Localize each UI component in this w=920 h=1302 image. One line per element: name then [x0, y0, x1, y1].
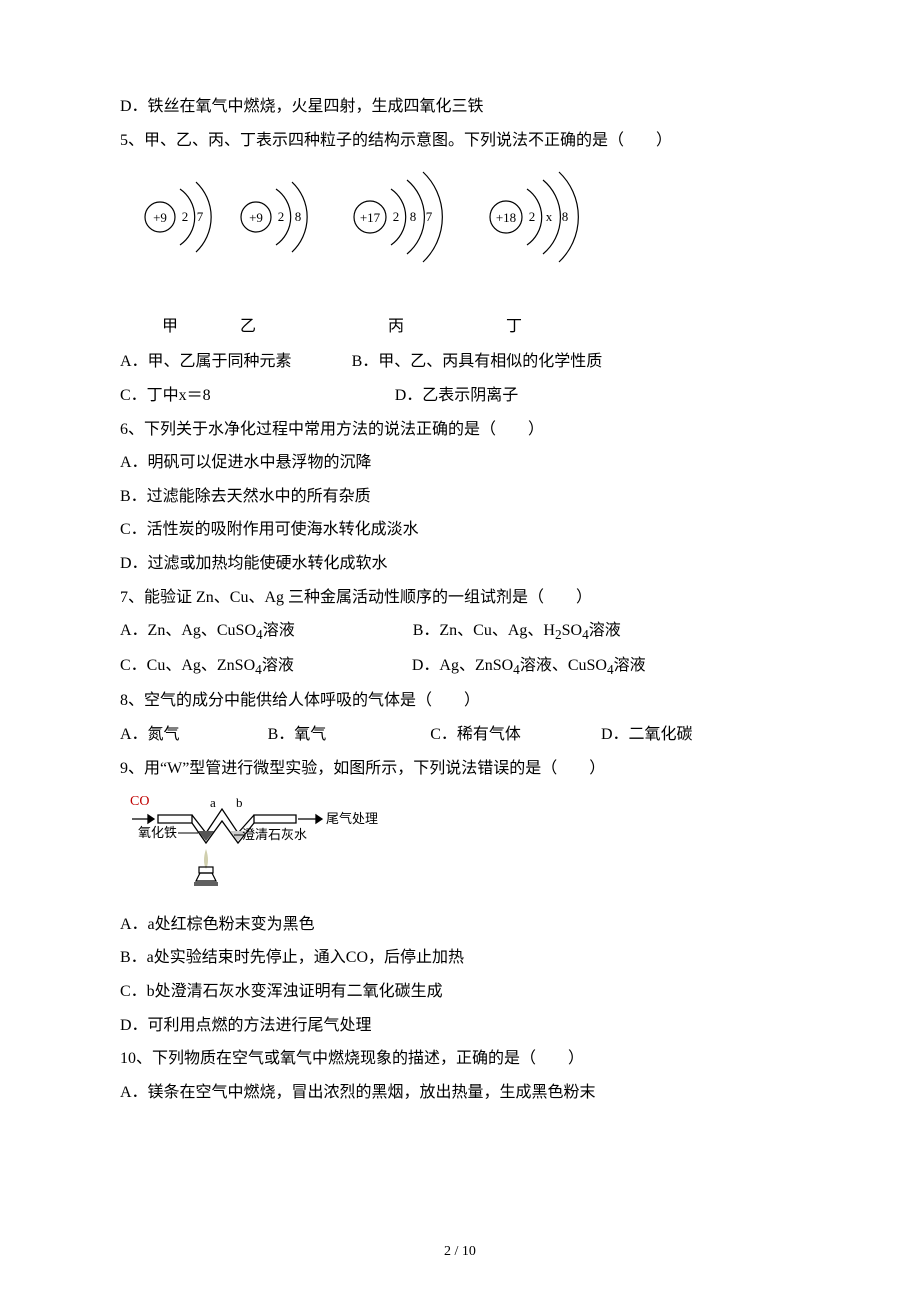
svg-text:8: 8	[562, 209, 569, 224]
iron-label: 氧化铁	[138, 825, 177, 840]
q9-opt-d: D．可利用点燃的方法进行尾气处理	[120, 1009, 800, 1043]
atom-labels-row: 甲 乙 丙 丁	[120, 310, 800, 344]
svg-text:+18: +18	[496, 210, 516, 225]
q8-opt-d: D．二氧化碳	[601, 726, 693, 743]
q7-opt-a: A．Zn、Ag、CuSO4溶液	[120, 622, 295, 639]
q5-opt-a: A．甲、乙属于同种元素	[120, 353, 292, 370]
svg-text:2: 2	[182, 209, 189, 224]
q8-opt-a: A．氮气	[120, 726, 180, 743]
svg-text:+9: +9	[249, 210, 263, 225]
q6-stem: 6、下列关于水净化过程中常用方法的说法正确的是（ ）	[120, 413, 800, 447]
tail-label: 尾气处理	[326, 811, 378, 826]
q7-opt-d: D．Ag、ZnSO4溶液、CuSO4溶液	[412, 657, 646, 674]
q8-opt-c: C．稀有气体	[430, 726, 521, 743]
svg-text:+9: +9	[153, 210, 167, 225]
q9-opt-c: C．b处澄清石灰水变浑浊证明有二氧化碳生成	[120, 975, 800, 1009]
q7-opts-cd: C．Cu、Ag、ZnSO4溶液 D．Ag、ZnSO4溶液、CuSO4溶液	[120, 649, 800, 684]
co-label: CO	[130, 794, 149, 809]
svg-text:x: x	[546, 209, 553, 224]
label-ding: 丁	[506, 318, 522, 335]
q5-opt-d: D．乙表示阴离子	[395, 387, 519, 404]
svg-text:8: 8	[295, 209, 302, 224]
svg-text:8: 8	[410, 209, 417, 224]
page-footer: 2 / 10	[0, 1237, 920, 1266]
svg-text:2: 2	[393, 209, 400, 224]
q5-opts-ab: A．甲、乙属于同种元素 B．甲、乙、丙具有相似的化学性质	[120, 345, 800, 379]
q6-opt-c: C．活性炭的吸附作用可使海水转化成淡水	[120, 513, 800, 547]
q9-stem: 9、用“W”型管进行微型实验，如图所示，下列说法错误的是（ ）	[120, 752, 800, 786]
atom-diagram: +927 +928 +17287 +182x8	[130, 157, 590, 297]
svg-text:7: 7	[197, 209, 204, 224]
q10-opt-a: A．镁条在空气中燃烧，冒出浓烈的黑烟，放出热量，生成黑色粉末	[120, 1076, 800, 1110]
q5-opts-cd: C．丁中x＝8 D．乙表示阴离子	[120, 379, 800, 413]
q7-stem: 7、能验证 Zn、Cu、Ag 三种金属活动性顺序的一组试剂是（ ）	[120, 581, 800, 615]
q10-stem: 10、下列物质在空气或氧气中燃烧现象的描述，正确的是（ ）	[120, 1042, 800, 1076]
svg-text:+17: +17	[360, 210, 381, 225]
q5-opt-c: C．丁中x＝8	[120, 387, 211, 404]
label-yi: 乙	[240, 318, 256, 335]
page: D．铁丝在氧气中燃烧，火星四射，生成四氧化三铁 5、甲、乙、丙、丁表示四种粒子的…	[0, 0, 920, 1302]
q6-opt-b: B．过滤能除去天然水中的所有杂质	[120, 480, 800, 514]
svg-text:7: 7	[426, 209, 433, 224]
q7-opt-c: C．Cu、Ag、ZnSO4溶液	[120, 657, 294, 674]
q6-opt-a: A．明矾可以促进水中悬浮物的沉降	[120, 446, 800, 480]
lime-label: 澄清石灰水	[242, 827, 307, 842]
q5-opt-b: B．甲、乙、丙具有相似的化学性质	[352, 353, 603, 370]
a-label: a	[210, 795, 216, 810]
q9-opt-b: B．a处实验结束时先停止，通入CO，后停止加热	[120, 941, 800, 975]
b-label: b	[236, 795, 243, 810]
q6-opt-d: D．过滤或加热均能使硬水转化成软水	[120, 547, 800, 581]
q5-stem: 5、甲、乙、丙、丁表示四种粒子的结构示意图。下列说法不正确的是（ ）	[120, 124, 800, 158]
q8-opts: A．氮气 B．氧气 C．稀有气体 D．二氧化碳	[120, 718, 800, 752]
q8-opt-b: B．氧气	[268, 726, 327, 743]
w-tube-diagram: CO a b 尾气处理	[126, 791, 386, 889]
svg-text:2: 2	[529, 209, 536, 224]
label-jia: 甲	[162, 318, 178, 335]
q9-opt-a: A．a处红棕色粉末变为黑色	[120, 908, 800, 942]
q4-opt-d: D．铁丝在氧气中燃烧，火星四射，生成四氧化三铁	[120, 90, 800, 124]
q7-opt-b: B．Zn、Cu、Ag、H2SO4溶液	[413, 622, 621, 639]
label-bing: 丙	[388, 318, 404, 335]
svg-text:2: 2	[278, 209, 285, 224]
q8-stem: 8、空气的成分中能供给人体呼吸的气体是（ ）	[120, 684, 800, 718]
q7-opts-ab: A．Zn、Ag、CuSO4溶液 B．Zn、Cu、Ag、H2SO4溶液	[120, 614, 800, 649]
